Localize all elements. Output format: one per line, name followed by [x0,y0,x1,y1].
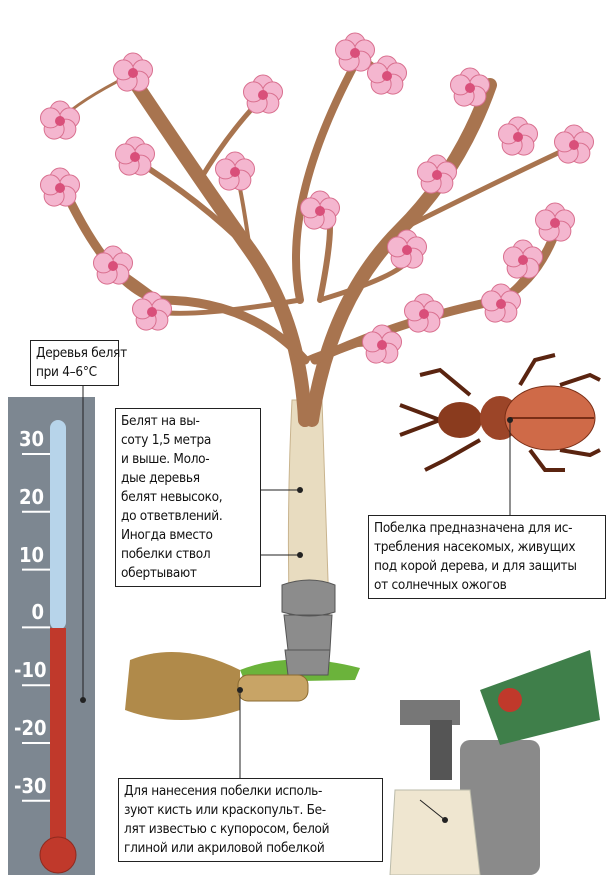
illustration [0,0,606,875]
callout-line-text: соту 1,5 метра [121,431,255,450]
flower-center [513,132,523,142]
callout-line-text: лят известью с купоросом, белой [124,820,377,839]
thermometer-label: 0 [14,600,44,624]
callout-line-text: Иногда вместо [121,526,255,545]
branch [130,75,305,420]
flower-center [402,245,412,255]
flower-center [128,68,138,78]
callout-purpose: Побелка предназначена для ис-требления н… [368,515,606,599]
flower [367,56,406,94]
thermometer-tube-warm [50,628,66,848]
callout-line-text: и выше. Моло- [121,450,255,469]
spray-gun [390,650,600,875]
flower-center [55,116,65,126]
callout-line-text: до ответвлений. [121,507,255,526]
flower-center [518,255,528,265]
flower [450,68,489,106]
flower-center [550,218,560,228]
page: 3020100-10-20-30 Деревья белятпри 4–6°C … [0,0,606,875]
flower-center [350,48,360,58]
flower-center [419,309,429,319]
flower [115,137,154,175]
flower [215,152,254,190]
flowers [40,33,593,363]
flower [503,240,542,278]
flower-center [569,140,579,150]
flower-center [130,152,140,162]
flower-center [382,71,392,81]
flower-center [258,90,268,100]
flower-center [432,170,442,180]
flower-center [147,307,157,317]
thermometer-label: -20 [14,716,44,740]
callout-line-text: зуют кисть или краскопульт. Бе- [124,801,377,820]
callout-line-text: требления насекомых, живущих [374,538,600,557]
callout-line-text: глиной или акриловой побелкой [124,839,377,858]
callout-line-text: Для нанесения побелки исполь- [124,782,377,801]
thermometer-tube-cold [50,420,66,630]
flower-center [230,167,240,177]
flower [535,203,574,241]
callout-line-text: побелки ствол [121,545,255,564]
branches [60,55,575,420]
callout-line-text: при 4–6°C [36,363,113,382]
callout-line-text: Белят на вы- [121,412,255,431]
thermometer-label: -30 [14,774,44,798]
thermometer-bulb [40,837,76,873]
callout-line-text: Деревья белят [36,344,113,363]
flower [243,75,282,113]
flower-center [315,206,325,216]
flower-center [108,261,118,271]
callout-line-text: обертывают [121,564,255,583]
flower [113,53,152,91]
callout-line-text: белят невысоко, [121,488,255,507]
flower [40,168,79,206]
callout-dot [442,817,448,823]
callout-line-text: дые деревья [121,469,255,488]
callout-tools: Для нанесения побелки исполь-зуют кисть … [118,778,383,862]
callout-dot [297,552,303,558]
callout-line-text: Побелка предназначена для ис- [374,519,600,538]
callout-dot [237,687,243,693]
flower [404,294,443,332]
flower-center [465,83,475,93]
thermometer-label: 30 [14,427,44,451]
thermometer-label: -10 [14,658,44,682]
callout-dot [297,487,303,493]
thermometer-label: 10 [14,543,44,567]
flower-center [55,183,65,193]
callout-line-text: от солнечных ожогов [374,576,600,595]
flower [335,33,374,71]
callout-dot [80,697,86,703]
flower-center [377,340,387,350]
callout-dot [507,417,513,423]
thermometer-label: 20 [14,485,44,509]
flower [554,125,593,163]
flower-center [496,299,506,309]
flower [498,117,537,155]
callout-line-text: под корой дерева, и для защиты [374,557,600,576]
beetle [400,355,600,470]
trunk-wrap [282,580,335,675]
